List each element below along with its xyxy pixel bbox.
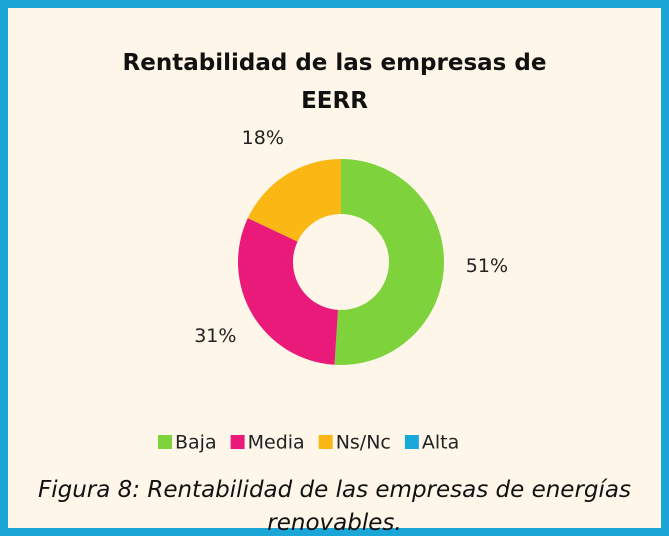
data-label: 18%: [242, 127, 284, 149]
legend-label: Alta: [422, 432, 459, 454]
legend-swatch: [230, 435, 245, 449]
legend-swatch: [404, 435, 419, 449]
donut-slice: [247, 159, 341, 242]
legend-swatch: [158, 435, 172, 449]
donut-slice: [237, 218, 338, 365]
chart-title: Rentabilidad de las empresas de EERR: [122, 50, 547, 114]
donut-slice: [334, 159, 445, 365]
legend-label: Media: [248, 432, 305, 454]
data-label: 31%: [194, 325, 236, 347]
data-label: 51%: [466, 255, 508, 277]
legend-label: Baja: [175, 432, 217, 454]
legend-swatch: [318, 435, 333, 449]
caption: Figura 8: Rentabilidad de las empresas d…: [38, 477, 631, 536]
legend-label: Ns/Nc: [336, 432, 391, 454]
